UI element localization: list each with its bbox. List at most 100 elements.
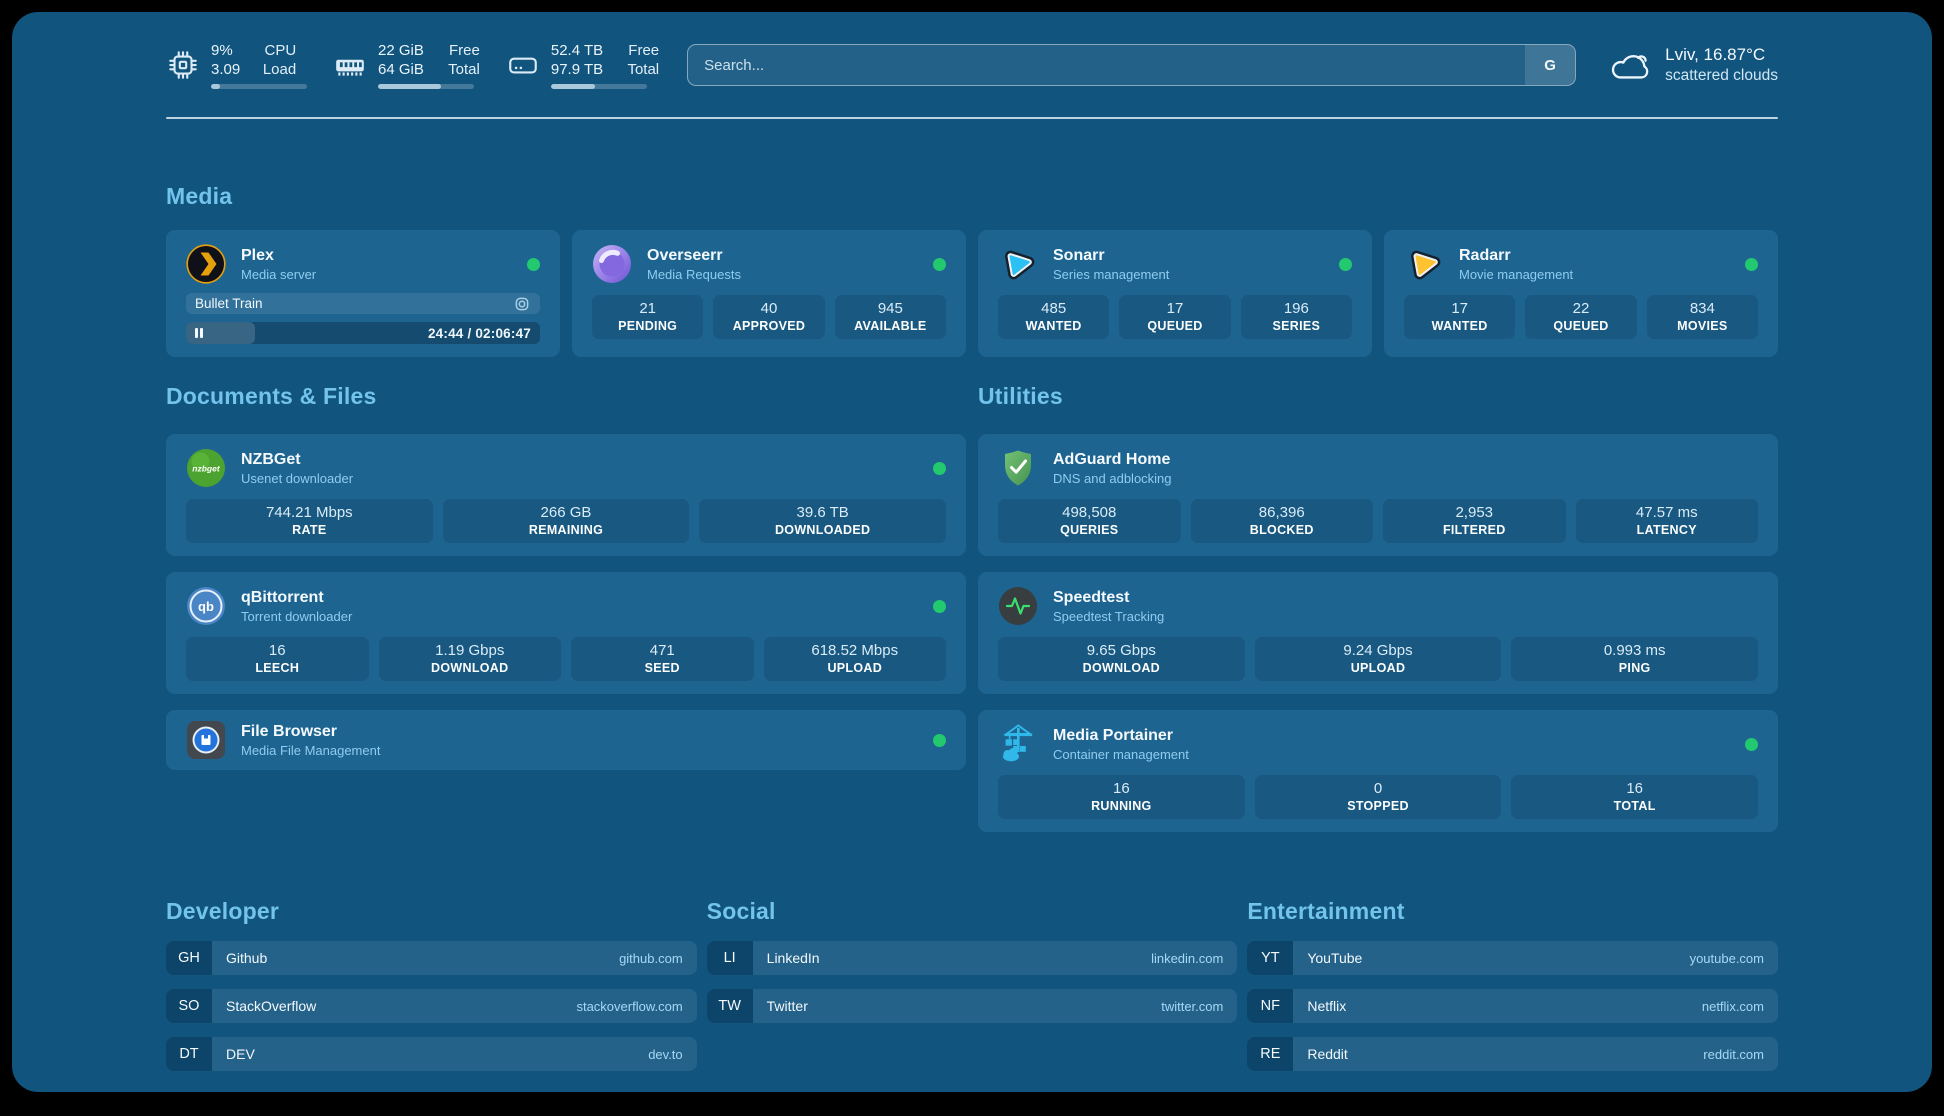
- status-indicator: [933, 599, 946, 613]
- bookmark-group-title: Social: [706, 898, 776, 924]
- app-card-filebrowser[interactable]: File Browser Media File Management: [166, 710, 966, 770]
- bookmark-group-developer: Developer GH Github github.com SO StackO…: [166, 898, 697, 1071]
- status-indicator: [933, 257, 946, 271]
- stat-upload: 9.24 Gbps UPLOAD: [1254, 637, 1502, 681]
- overseerr-icon: [593, 245, 631, 283]
- stat-total: 16 TOTAL: [1511, 775, 1758, 819]
- app-card-nzbget[interactable]: nzbget NZBGet Usenet downloader 744.21 M…: [166, 434, 966, 556]
- bookmark-url: youtube.com: [1689, 950, 1764, 966]
- stat-upload: 618.52 Mbps UPLOAD: [763, 637, 946, 681]
- memory-stat-widget: 22 GiB 64 GiB Free Total: [333, 41, 480, 89]
- app-subtitle: Media Requests: [647, 267, 741, 282]
- status-indicator: [933, 733, 946, 747]
- bookmark-dev[interactable]: DT DEV dev.to: [166, 1037, 697, 1071]
- bookmark-group-entertainment: Entertainment YT YouTube youtube.com NF …: [1247, 898, 1778, 1071]
- bookmark-abbr: SO: [166, 989, 212, 1023]
- memory-progress-bar: [378, 84, 474, 89]
- stat-latency: 47.57 ms LATENCY: [1575, 499, 1758, 543]
- cpu-stat-widget: 9% 3.09 CPU Load: [166, 41, 307, 89]
- bookmark-name: DEV: [226, 1046, 255, 1062]
- pause-icon[interactable]: [195, 328, 204, 338]
- ram-icon: [336, 59, 364, 76]
- app-subtitle: Torrent downloader: [241, 609, 353, 624]
- stat-wanted: 485 WANTED: [998, 295, 1110, 339]
- plex-icon: [186, 244, 226, 284]
- memory-total-label: Total: [448, 61, 480, 78]
- section-documents: Documents & Files nzbget NZBGet Usenet d…: [166, 383, 966, 770]
- speedtest-icon: [999, 587, 1037, 625]
- stat-running: 16 RUNNING: [998, 775, 1245, 819]
- memory-free-value: 22 GiB: [378, 42, 424, 59]
- media-settings-icon[interactable]: [513, 295, 531, 313]
- bookmark-netflix[interactable]: NF Netflix netflix.com: [1247, 989, 1778, 1023]
- app-card-speedtest[interactable]: Speedtest Speedtest Tracking 9.65 Gbps D…: [978, 572, 1778, 694]
- bookmark-url: dev.to: [648, 1046, 683, 1062]
- cpu-load-value: 3.09: [211, 61, 241, 78]
- stat-download: 1.19 Gbps DOWNLOAD: [378, 637, 561, 681]
- app-name: Speedtest: [1053, 589, 1130, 606]
- memory-total-value: 64 GiB: [378, 61, 424, 78]
- app-card-adguard[interactable]: AdGuard Home DNS and adblocking 498,508 …: [978, 434, 1778, 556]
- bookmark-name: YouTube: [1307, 950, 1363, 966]
- bookmark-group-title: Developer: [166, 898, 280, 924]
- stat-stopped: 0 STOPPED: [1254, 775, 1502, 819]
- bookmark-youtube[interactable]: YT YouTube youtube.com: [1247, 941, 1778, 975]
- playback-progress-bar: 24:44 / 02:06:47: [186, 322, 540, 344]
- search-input[interactable]: [687, 44, 1577, 86]
- cpu-usage-value: 9%: [211, 42, 233, 59]
- app-card-overseerr[interactable]: Overseerr Media Requests 21 PENDING 40 A…: [572, 230, 966, 357]
- stat-pending: 21 PENDING: [592, 295, 704, 339]
- playback-time: 24:44 / 02:06:47: [427, 325, 531, 341]
- cpu-progress-bar: [211, 84, 307, 89]
- app-card-sonarr[interactable]: Sonarr Series management 485 WANTED 17 Q…: [978, 230, 1372, 357]
- portainer-icon: [1003, 724, 1034, 762]
- stat-rate: 744.21 Mbps RATE: [186, 499, 433, 543]
- bookmark-linkedin[interactable]: LI LinkedIn linkedin.com: [706, 941, 1238, 975]
- bookmark-twitter[interactable]: TW Twitter twitter.com: [706, 989, 1238, 1023]
- bookmark-github[interactable]: GH Github github.com: [166, 941, 697, 975]
- status-indicator: [527, 257, 540, 271]
- disk-stat-widget: 52.4 TB 97.9 TB Free Total: [506, 41, 659, 89]
- app-name: AdGuard Home: [1053, 451, 1171, 468]
- app-card-radarr[interactable]: Radarr Movie management 17 WANTED 22 QUE…: [1384, 230, 1778, 357]
- search-provider-button[interactable]: G: [1525, 45, 1576, 85]
- search-bar: G: [687, 44, 1577, 86]
- app-subtitle: Usenet downloader: [241, 471, 354, 486]
- stat-remaining: 266 GB REMAINING: [442, 499, 690, 543]
- stat-downloaded: 39.6 TB DOWNLOADED: [699, 499, 946, 543]
- cpu-load-label: Load: [262, 61, 297, 78]
- section-media: Media Plex Media server Bullet Train: [166, 183, 1778, 357]
- stat-blocked: 86,396 BLOCKED: [1190, 499, 1373, 543]
- bookmark-url: stackoverflow.com: [576, 998, 683, 1014]
- filebrowser-icon: [187, 721, 225, 759]
- bookmark-name: Twitter: [766, 998, 808, 1014]
- stat-queries: 498,508 QUERIES: [998, 499, 1181, 543]
- app-name: Overseerr: [647, 247, 723, 264]
- weather-condition: scattered clouds: [1665, 67, 1778, 84]
- cpu-icon: [169, 51, 197, 79]
- app-card-plex[interactable]: Plex Media server Bullet Train 24:44 / 0…: [166, 230, 560, 357]
- app-subtitle: Series management: [1053, 267, 1170, 282]
- bookmark-name: Reddit: [1307, 1046, 1348, 1062]
- bookmark-group-title: Entertainment: [1247, 898, 1405, 924]
- bookmark-url: netflix.com: [1701, 998, 1764, 1014]
- bookmark-abbr: RE: [1247, 1037, 1294, 1071]
- bookmark-reddit[interactable]: RE Reddit reddit.com: [1247, 1037, 1778, 1071]
- stat-series: 196 SERIES: [1240, 295, 1352, 339]
- now-playing-title: Bullet Train: [195, 296, 263, 311]
- bookmark-name: StackOverflow: [226, 998, 317, 1014]
- app-card-portainer[interactable]: Media Portainer Container management 16 …: [978, 710, 1778, 832]
- bookmark-url: reddit.com: [1703, 1046, 1764, 1062]
- header-divider: [166, 117, 1778, 119]
- bookmark-stackoverflow[interactable]: SO StackOverflow stackoverflow.com: [166, 989, 697, 1023]
- disk-total-value: 97.9 TB: [550, 61, 604, 78]
- app-name: Radarr: [1459, 247, 1511, 264]
- weather-location-temp: Lviv, 16.87°C: [1665, 45, 1766, 64]
- app-subtitle: Movie management: [1459, 267, 1574, 282]
- disk-free-value: 52.4 TB: [550, 42, 604, 59]
- disk-progress-bar: [550, 84, 647, 89]
- dashboard: 9% 3.09 CPU Load: [12, 12, 1932, 1092]
- stat-approved: 40 APPROVED: [713, 295, 825, 339]
- app-card-qbittorrent[interactable]: qb qBittorrent Torrent downloader 16 LEE…: [166, 572, 966, 694]
- sonarr-icon: [1005, 250, 1035, 280]
